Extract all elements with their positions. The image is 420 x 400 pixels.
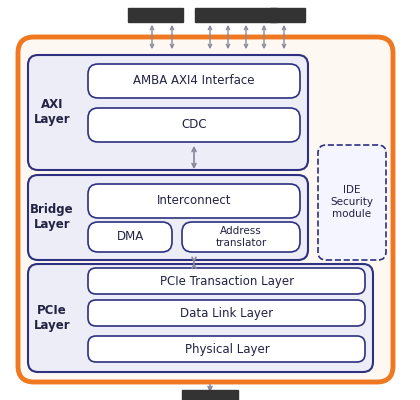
Text: Data Link Layer: Data Link Layer <box>181 306 273 320</box>
FancyBboxPatch shape <box>88 184 300 218</box>
Text: Interconnect: Interconnect <box>157 194 231 208</box>
Text: AMBA AXI4 Interface: AMBA AXI4 Interface <box>133 74 255 88</box>
FancyBboxPatch shape <box>88 300 365 326</box>
FancyBboxPatch shape <box>88 336 365 362</box>
FancyBboxPatch shape <box>88 108 300 142</box>
Bar <box>270 8 305 22</box>
FancyBboxPatch shape <box>28 175 308 260</box>
Text: Physical Layer: Physical Layer <box>185 342 269 356</box>
FancyBboxPatch shape <box>28 264 373 372</box>
Text: IDE
Security
module: IDE Security module <box>331 186 373 218</box>
Text: PCIe Transaction Layer: PCIe Transaction Layer <box>160 274 294 288</box>
Text: Address
translator: Address translator <box>215 226 267 248</box>
FancyBboxPatch shape <box>182 222 300 252</box>
Text: AXI
Layer: AXI Layer <box>34 98 70 126</box>
Text: DMA: DMA <box>116 230 144 244</box>
Text: CDC: CDC <box>181 118 207 132</box>
FancyBboxPatch shape <box>318 145 386 260</box>
Text: Bridge
Layer: Bridge Layer <box>30 203 74 231</box>
Bar <box>195 8 277 22</box>
Bar <box>128 8 183 22</box>
FancyBboxPatch shape <box>18 37 393 382</box>
FancyBboxPatch shape <box>88 222 172 252</box>
FancyBboxPatch shape <box>88 268 365 294</box>
Text: PCIe
Layer: PCIe Layer <box>34 304 70 332</box>
Bar <box>182 390 238 400</box>
FancyBboxPatch shape <box>88 64 300 98</box>
FancyBboxPatch shape <box>28 55 308 170</box>
